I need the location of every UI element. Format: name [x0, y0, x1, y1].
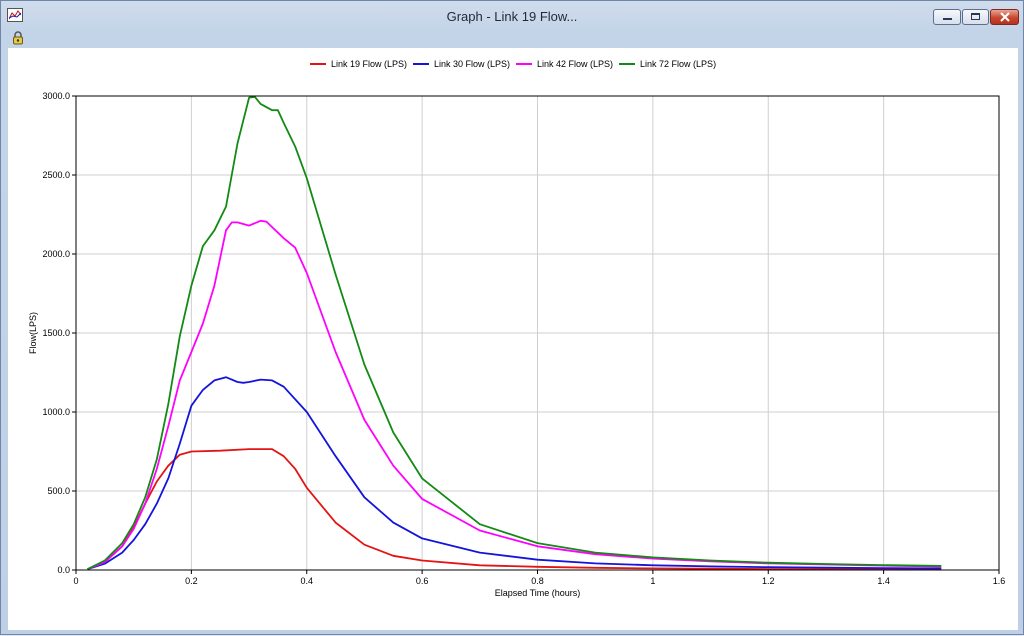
minimize-button[interactable] — [933, 9, 961, 25]
legend-item: Link 42 Flow (LPS) — [516, 59, 613, 69]
x-tick-label: 1.6 — [993, 576, 1006, 586]
y-tick-label: 0.0 — [57, 565, 70, 575]
y-axis-label: Flow(LPS) — [28, 312, 38, 354]
legend-item: Link 30 Flow (LPS) — [412, 59, 510, 69]
x-tick-label: 0.6 — [416, 576, 429, 586]
minimize-icon — [943, 18, 952, 20]
x-tick-label: 0.8 — [531, 576, 544, 586]
legend-label: Link 72 Flow (LPS) — [640, 59, 717, 69]
x-tick-label: 0 — [73, 576, 78, 586]
y-tick-label: 500.0 — [47, 486, 70, 496]
legend-item: Link 72 Flow (LPS) — [619, 59, 716, 69]
x-tick-label: 0.4 — [300, 576, 313, 586]
series-line-2 — [87, 376, 942, 571]
legend-item: Link 19 Flow (LPS) — [309, 59, 407, 69]
graph-app-icon[interactable] — [7, 8, 23, 22]
series-line-4 — [87, 95, 942, 571]
legend-label: Link 19 Flow (LPS) — [330, 59, 407, 69]
y-tick-label: 2000.0 — [42, 249, 70, 259]
series-line-1 — [87, 448, 942, 571]
lock-icon[interactable] — [11, 31, 25, 45]
legend-label: Link 30 Flow (LPS) — [433, 59, 510, 69]
chart-legend: Link 19 Flow (LPS) Link 30 Flow (LPS) Link… — [1, 59, 1024, 73]
restore-button[interactable] — [962, 9, 989, 25]
legend-label: Link 42 Flow (LPS) — [537, 59, 614, 69]
x-tick-label: 0.2 — [185, 576, 198, 586]
x-tick-label: 1 — [650, 576, 655, 586]
series-line-3 — [87, 219, 942, 571]
close-button[interactable] — [990, 9, 1019, 25]
y-tick-label: 2500.0 — [42, 170, 70, 180]
restore-icon — [971, 13, 980, 20]
legend-swatch — [516, 62, 532, 65]
y-tick-label: 3000.0 — [42, 91, 70, 101]
legend-swatch — [619, 62, 636, 65]
x-axis-label: Elapsed Time (hours) — [495, 588, 581, 598]
window-title: Graph - Link 19 Flow... — [446, 9, 578, 24]
legend-swatch — [309, 62, 326, 65]
x-tick-label: 1.4 — [877, 576, 890, 586]
title-bar[interactable]: Graph - Link 19 Flow... — [1, 1, 1023, 31]
legend-swatch — [412, 62, 429, 65]
x-tick-label: 1.2 — [762, 576, 775, 586]
y-tick-label: 1500.0 — [42, 328, 70, 338]
y-tick-label: 1000.0 — [42, 407, 70, 417]
close-icon — [1000, 12, 1010, 22]
